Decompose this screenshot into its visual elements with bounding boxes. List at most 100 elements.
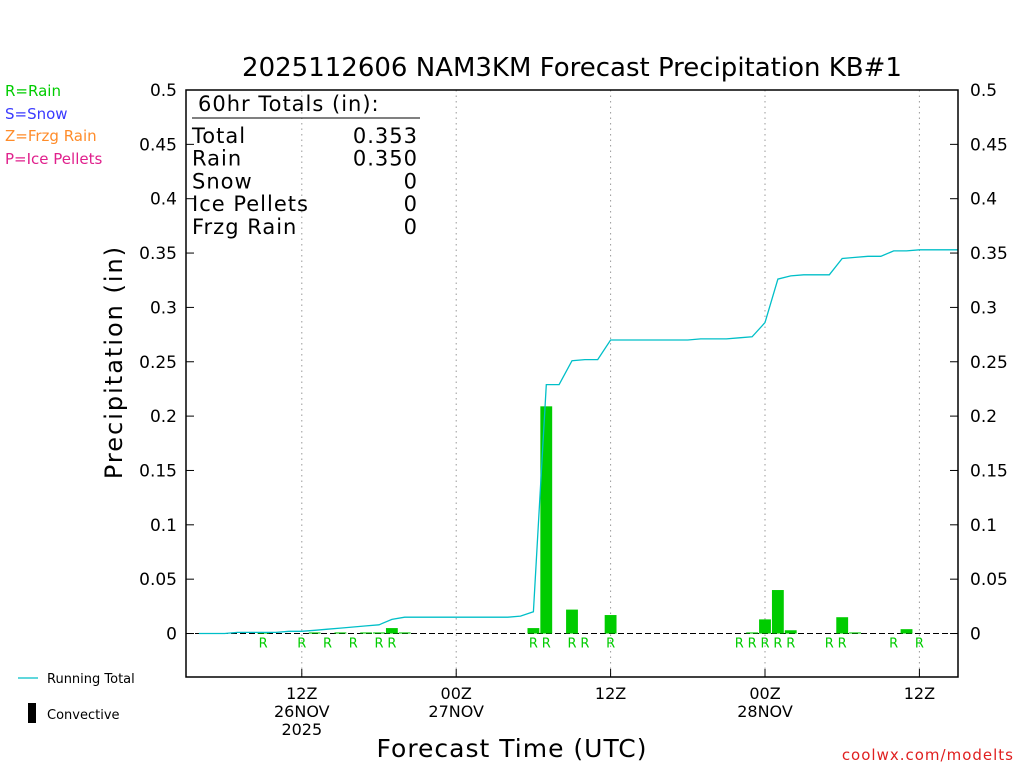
totals-rows: Total 0.353 Rain 0.350 Snow 0 Ice Pellets 0 Frzg…	[191, 124, 418, 239]
precip-bar	[566, 609, 578, 634]
y-tick-label-left: 0.3	[150, 298, 177, 318]
bars-layer	[257, 406, 913, 634]
x-axis-label: Forecast Time (UTC)	[377, 734, 648, 763]
y-tick-label-left: 0.05	[139, 570, 177, 590]
ptype-label: R	[825, 637, 834, 652]
running-total-line	[198, 249, 958, 635]
ptype-label: R	[323, 637, 332, 652]
y-tick-label-right: 0.25	[970, 353, 1008, 373]
x-tick-label: 12Z	[286, 684, 317, 703]
precip-bar	[334, 632, 347, 634]
y-tick-label-right: 0.05	[970, 570, 1008, 590]
precip-bar	[385, 628, 398, 634]
ptype-label: R	[889, 637, 898, 652]
totals-box: 60hr Totals (in): Total 0.353 Rain 0.350 Sno…	[191, 92, 420, 239]
ptype-label: R	[760, 637, 769, 652]
totals-row-label: Total	[191, 124, 246, 148]
y-tick-label-left: 0.5	[150, 81, 177, 101]
y-tick-label-left: 0.4	[150, 190, 177, 210]
plot-frame	[185, 89, 959, 678]
ptype-label: R	[529, 637, 538, 652]
x-tick-label: 12Z	[904, 684, 935, 703]
precip-bar	[604, 615, 617, 634]
x-tick-label: 00Z	[441, 684, 472, 703]
totals-row-label: Snow	[192, 169, 253, 193]
totals-row-value: 0.353	[353, 124, 418, 148]
convective-legend-swatch	[28, 703, 36, 723]
ptype-label: R	[748, 637, 757, 652]
totals-row-label: Ice Pellets	[192, 192, 309, 216]
x-tick-label: 12Z	[595, 684, 626, 703]
y-tick-label-right: 0.15	[970, 461, 1008, 481]
precip-bar	[360, 632, 373, 634]
x-tick-label: 27NOV	[428, 702, 484, 721]
y-tick-label-left: 0.45	[139, 135, 177, 155]
precip-bar	[771, 590, 784, 634]
convective-legend-label: Convective	[47, 708, 120, 723]
precip-bar	[308, 632, 321, 634]
ptype-label: R	[567, 637, 576, 652]
x-tick-label: 28NOV	[737, 702, 793, 721]
totals-row-value: 0	[404, 215, 418, 239]
y-tick-label-left: 0.1	[150, 516, 177, 536]
y-tick-label-right: 0	[970, 625, 981, 645]
precip-bar	[836, 617, 849, 634]
chart-title: 2025112606 NAM3KM Forecast Precipitation…	[242, 53, 902, 83]
totals-row-value: 0	[404, 169, 418, 193]
y-tick-label-left: 0	[166, 625, 177, 645]
x-tick-label: 00Z	[749, 684, 780, 703]
y-tick-label-left: 0.35	[139, 244, 177, 264]
precip-bar	[540, 406, 553, 634]
x-tick-label: 2025	[281, 720, 322, 739]
y-tick-label-right: 0.5	[970, 81, 997, 101]
y-tick-label-right: 0.4	[970, 190, 997, 210]
running-total-legend-label: Running Total	[47, 672, 135, 687]
key-rain: R=Rain	[5, 82, 61, 100]
ptype-label: R	[297, 637, 306, 652]
y-tick-label-left: 0.15	[139, 461, 177, 481]
y-tick-label-right: 0.1	[970, 516, 997, 536]
y-tick-label-right: 0.3	[970, 298, 997, 318]
y-tick-label-right: 0.2	[970, 407, 997, 427]
precip-bar	[398, 632, 411, 634]
totals-row-label: Frzg Rain	[192, 215, 297, 239]
precip-bar	[759, 619, 771, 634]
totals-row-value: 0	[404, 192, 418, 216]
ptype-label: R	[606, 637, 615, 652]
precip-bar	[527, 628, 540, 634]
key-frzg-rain: Z=Frzg Rain	[5, 127, 97, 145]
credit-text: coolwx.com/modelts	[842, 746, 1014, 764]
ptype-label: R	[259, 637, 268, 652]
grid-layer	[301, 90, 920, 677]
ptype-label: R	[838, 637, 847, 652]
precip-bar	[784, 630, 797, 634]
ptype-label: R	[387, 637, 396, 652]
key-ice-pellets: P=Ice Pellets	[5, 150, 102, 168]
y-tick-label-right: 0.35	[970, 244, 1008, 264]
ptype-label: R	[580, 637, 589, 652]
ptype-label: R	[915, 637, 924, 652]
precip-bar	[900, 629, 913, 634]
totals-row-label: Rain	[192, 147, 242, 171]
y-tick-label-left: 0.2	[150, 407, 177, 427]
ptype-label: R	[374, 637, 383, 652]
ptype-label: R	[542, 637, 551, 652]
totals-row-value: 0.350	[353, 147, 418, 171]
totals-header: 60hr Totals (in):	[198, 92, 380, 116]
precip-bar	[849, 632, 861, 634]
precip-bar	[746, 632, 759, 634]
ptype-label: R	[735, 637, 744, 652]
ptype-label: R	[773, 637, 782, 652]
y-axis-label: Precipitation (in)	[100, 245, 128, 479]
ptype-label: R	[349, 637, 358, 652]
y-tick-label-right: 0.45	[970, 135, 1008, 155]
y-tick-label-left: 0.25	[139, 353, 177, 373]
x-tick-label: 26NOV	[274, 702, 330, 721]
key-snow: S=Snow	[5, 105, 68, 123]
ptype-label: R	[786, 637, 795, 652]
precip-bar	[373, 632, 385, 634]
y-axis-ticks: 0 00.05 0.050.1 0.10.15 0.150.2 0.20.25 0.250.…	[139, 81, 1008, 645]
